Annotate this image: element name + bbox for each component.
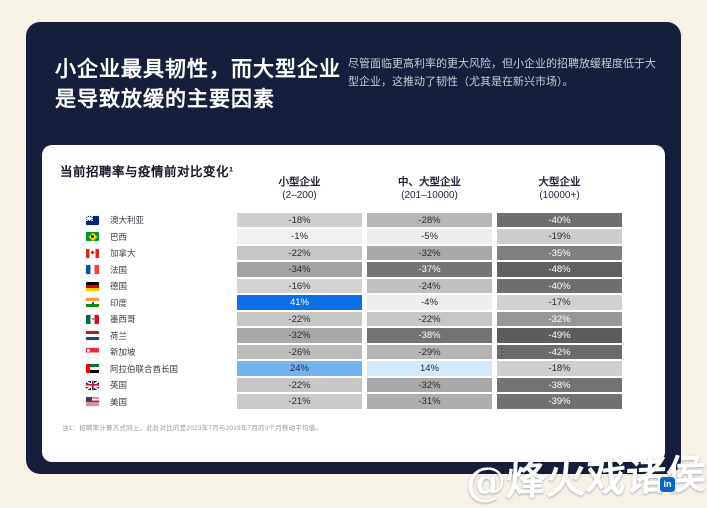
page-subtitle: 尽管面临更高利率的更大风险，但小企业的招聘放缓程度低于大型企业，这推动了韧性（尤… [348,58,656,88]
table-row: 美国 -21% -31% -39% [42,394,665,411]
value-cell: -34% [237,262,362,278]
column-sublabel: (201–10000) [401,190,458,201]
country-label: 阿拉伯联合酋长国 [110,363,179,374]
value-cell: -38% [497,377,622,393]
country-label: 英国 [110,380,128,391]
column-label: 小型企业 [278,176,321,188]
de-flag-icon [86,281,99,291]
value-cell: -49% [497,328,622,344]
infographic-panel: 小企业最具韧性，而大型企业 是导致放缓的主要因素 尽管面临更高利率的更大风险，但… [26,22,681,474]
header-spacer [42,176,237,202]
table-header-row: 小型企业 (2–200) 中、大型企业 (201–10000) 大型企业 (10… [42,176,665,202]
ae-flag-icon [86,364,99,374]
value-cell: -28% [367,212,492,228]
value-cell: -38% [367,328,492,344]
value-cell: -35% [497,245,622,261]
column-label: 中、大型企业 [398,176,461,188]
table-row: 荷兰 -32% -38% -49% [42,328,665,345]
table-row: 阿拉伯联合酋长国 24% 14% -18% [42,361,665,378]
country-label: 新加坡 [110,347,136,358]
value-cell: -32% [367,245,492,261]
table-row: 墨西哥 -22% -22% -32% [42,311,665,328]
gb-flag-icon [86,380,99,390]
value-cell: -32% [497,311,622,327]
table-row: 法国 -34% -37% -48% [42,262,665,279]
value-cell: -22% [237,311,362,327]
mx-flag-icon [86,314,99,324]
value-cell: -31% [367,394,492,410]
value-cell: -4% [367,295,492,311]
value-cell: -37% [367,262,492,278]
country-label: 澳大利亚 [110,215,145,226]
nl-flag-icon [86,331,99,341]
page-title: 小企业最具韧性，而大型企业 是导致放缓的主要因素 [55,55,355,115]
table-body: 澳大利亚 -18% -28% -40% 巴西 -1% -5% -19% 加拿大 -22% -32% -… [42,212,665,410]
fr-flag-icon [86,265,99,275]
value-cell: -22% [237,245,362,261]
column-label: 大型企业 [538,176,581,188]
table-row: 澳大利亚 -18% -28% -40% [42,212,665,229]
value-cell: -1% [237,229,362,245]
in-flag-icon [86,298,99,308]
au-flag-icon [86,215,99,225]
value-cell: -5% [367,229,492,245]
value-cell: 41% [237,295,362,311]
country-label: 印度 [110,297,128,308]
value-cell: -40% [497,278,622,294]
table-row: 英国 -22% -32% -38% [42,377,665,394]
country-label: 加拿大 [110,248,136,259]
linkedin-icon: in [660,477,675,492]
value-cell: -29% [367,344,492,360]
watermark-text: @烽火戏诸侯 [465,450,707,507]
value-cell: -48% [497,262,622,278]
value-cell: -39% [497,394,622,410]
column-header-large: 大型企业 (10000+) [497,176,622,202]
page-title-line1: 小企业最具韧性，而大型企业 [55,58,341,81]
ca-flag-icon [86,248,99,258]
value-cell: -24% [367,278,492,294]
value-cell: -19% [497,229,622,245]
column-header-small: 小型企业 (2–200) [237,176,362,202]
country-label: 荷兰 [110,330,128,341]
country-label: 巴西 [110,231,128,242]
value-cell: -42% [497,344,622,360]
footnote: 注1：招聘率计算方式同上，此处对比的是2023年7月与2019年7月的3个月移动… [62,425,323,432]
column-sublabel: (2–200) [282,190,317,201]
us-flag-icon [86,397,99,407]
table-row: 德国 -16% -24% -40% [42,278,665,295]
table-row: 新加坡 -26% -29% -42% [42,344,665,361]
br-flag-icon [86,232,99,242]
data-card: 当前招聘率与疫情前对比变化¹ 小型企业 (2–200) 中、大型企业 (201–… [42,145,665,462]
country-label: 德国 [110,281,128,292]
table-title: 当前招聘率与疫情前对比变化¹ [60,165,234,179]
value-cell: -16% [237,278,362,294]
table-row: 巴西 -1% -5% -19% [42,229,665,246]
value-cell: -18% [237,212,362,228]
value-cell: -26% [237,344,362,360]
country-label: 法国 [110,264,128,275]
column-sublabel: (10000+) [539,190,580,201]
sg-flag-icon [86,347,99,357]
value-cell: 24% [237,361,362,377]
value-cell: -32% [237,328,362,344]
country-label: 美国 [110,396,128,407]
table-row: 印度 41% -4% -17% [42,295,665,312]
value-cell: -22% [367,311,492,327]
column-header-medium: 中、大型企业 (201–10000) [367,176,492,202]
value-cell: -18% [497,361,622,377]
value-cell: -21% [237,394,362,410]
value-cell: -40% [497,212,622,228]
value-cell: -32% [367,377,492,393]
value-cell: 14% [367,361,492,377]
value-cell: -22% [237,377,362,393]
page-title-line2: 是导致放缓的主要因素 [55,88,275,111]
country-label: 墨西哥 [110,314,136,325]
value-cell: -17% [497,295,622,311]
table-row: 加拿大 -22% -32% -35% [42,245,665,262]
